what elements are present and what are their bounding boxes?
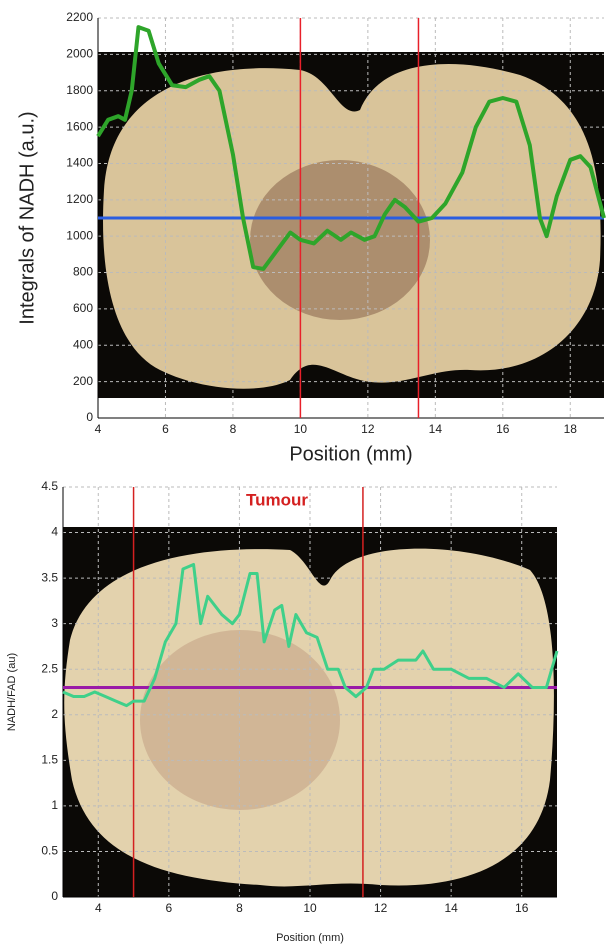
y-tick-label: 2000 [66,47,93,61]
y-tick-label: 1400 [66,156,93,170]
y-tick-label: 600 [73,301,93,315]
y-tick-label: 1200 [66,192,93,206]
y-tick-label: 1.5 [41,753,58,767]
y-tick-label: 1800 [66,83,93,97]
y-tick-label: 0 [51,889,58,903]
x-tick-label: 16 [515,901,529,915]
x-tick-label: 14 [429,422,443,436]
annotation: Tumour [246,490,308,509]
x-tick-label: 14 [444,901,458,915]
y-tick-label: 1000 [66,228,93,242]
x-tick-label: 12 [374,901,388,915]
x-tick-label: 8 [236,901,243,915]
y-tick-label: 3 [51,616,58,630]
y-tick-label: 0.5 [41,844,58,858]
x-tick-label: 12 [361,422,375,436]
x-tick-label: 8 [230,422,237,436]
x-axis-label: Position (mm) [276,932,344,944]
y-tick-label: 1600 [66,119,93,133]
y-tick-label: 1 [51,798,58,812]
y-tick-label: 800 [73,265,93,279]
y-tick-label: 3.5 [41,570,58,584]
slice-image-1 [98,52,604,398]
x-tick-label: 18 [564,422,578,436]
x-tick-label: 16 [496,422,510,436]
y-tick-label: 400 [73,337,93,351]
y-tick-label: 0 [86,410,93,424]
y-tick-label: 200 [73,374,93,388]
data-line [96,25,606,271]
y-tick-label: 2 [51,707,58,721]
x-tick-label: 4 [95,422,102,436]
y-tick-label: 2200 [66,10,93,24]
y-tick-label: 4.5 [41,479,58,493]
x-axis-label: Position (mm) [289,443,412,465]
x-tick-label: 4 [95,901,102,915]
x-tick-label: 6 [162,422,169,436]
x-tick-label: 10 [294,422,308,436]
y-axis-label: NADH/FAD (au) [6,653,18,731]
data-line [62,562,559,708]
y-tick-label: 2.5 [41,661,58,675]
x-tick-label: 10 [303,901,317,915]
y-axis-label: Integrals of NADH (a.u.) [16,111,38,324]
y-tick-label: 4 [51,525,58,539]
x-tick-label: 6 [166,901,173,915]
